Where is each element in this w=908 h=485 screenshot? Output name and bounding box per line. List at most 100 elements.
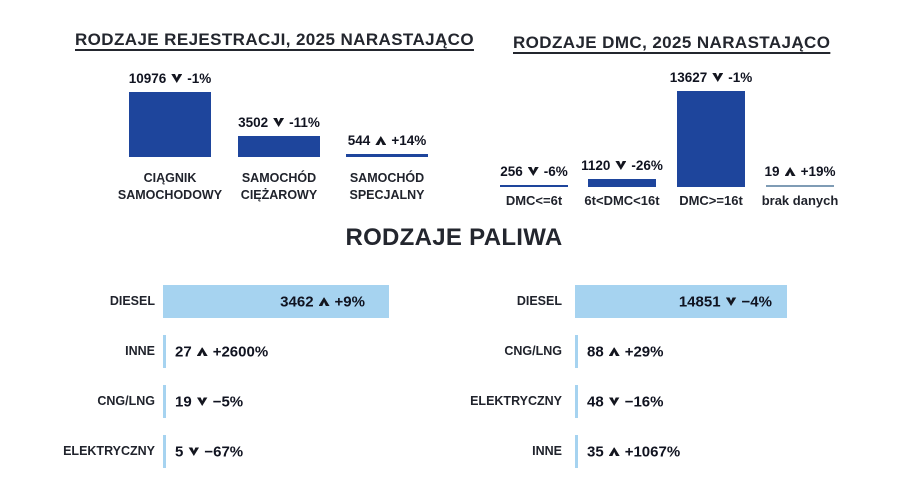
- bar-change: −16%: [624, 393, 664, 410]
- row-label: CNG/LNG: [97, 394, 155, 408]
- trend-arrow-icon: [318, 297, 330, 306]
- row-label: ELEKTRYCZNY: [63, 444, 155, 458]
- bar-value: 3502: [238, 115, 269, 130]
- bar-track: 5 −67%: [163, 435, 389, 468]
- dmc-column-no-data: 19 +19% brak danych: [752, 66, 848, 208]
- bar-change: -26%: [631, 158, 663, 173]
- dmc-column-6to16t: 1120 -26% 6t<DMC<16t: [574, 66, 670, 208]
- bar-value-label: 35 +1067%: [587, 443, 680, 460]
- registrations-column-ciezarowy: 3502 -11% SAMOCHÓD CIĘŻAROWY: [224, 66, 334, 204]
- bar-change: −4%: [741, 293, 772, 310]
- bar-track: 35 +1067%: [575, 435, 787, 468]
- bar-change: -1%: [728, 70, 753, 85]
- bar-track: 88 +29%: [575, 335, 787, 368]
- bar-change: +19%: [800, 164, 836, 179]
- row-label: INNE: [125, 344, 155, 358]
- bar-value: 19: [175, 393, 192, 410]
- bar-value-label: 3502 -11%: [238, 114, 320, 131]
- bar-track: 19 −5%: [163, 385, 389, 418]
- bar-value: 1120: [581, 158, 611, 173]
- trend-arrow-icon: [188, 447, 200, 456]
- bar-value-label: 544 +14%: [348, 132, 426, 149]
- trend-arrow-icon: [608, 447, 620, 456]
- fuel-right-row-elektryczny: ELEKTRYCZNY 48 −16%: [442, 385, 787, 418]
- bar-track: 14851 −4%: [575, 285, 787, 318]
- fuel-right-row-cnglng: CNG/LNG 88 +29%: [442, 335, 787, 368]
- trend-arrow-icon: [725, 297, 737, 306]
- bar-zone: 256 -6%: [486, 66, 582, 187]
- bar-value: 544: [347, 133, 371, 148]
- trend-arrow-icon: [196, 397, 208, 406]
- dmc-chart-title: RODZAJE DMC, 2025 NARASTAJĄCO: [513, 33, 831, 52]
- category-label: SAMOCHÓD CIĘŻAROWY: [240, 171, 318, 202]
- bar-zone: 19 +19%: [752, 66, 848, 187]
- bar-value: 256: [500, 164, 523, 179]
- category-label: SAMOCHÓD SPECJALNY: [349, 171, 425, 202]
- dmc-column-le6t: 256 -6% DMC<=6t: [486, 66, 582, 208]
- bar-value-label: 88 +29%: [587, 343, 663, 360]
- bar-change: -1%: [187, 71, 212, 86]
- bar-value-label: 48 −16%: [587, 393, 663, 410]
- bar-value: 19: [764, 164, 780, 179]
- bar-value-label: 10976 -1%: [129, 70, 212, 87]
- bar-value: 14851: [678, 293, 721, 310]
- bar-value-label: 14851 −4%: [679, 293, 772, 310]
- bar: [575, 285, 787, 318]
- fuel-left-row-cnglng: CNG/LNG 19 −5%: [35, 385, 389, 418]
- bar-change: −67%: [204, 443, 244, 460]
- bar-change: -6%: [543, 164, 568, 179]
- bar-value-label: 256 -6%: [500, 163, 568, 180]
- bar-change: -11%: [289, 115, 320, 130]
- fuel-right-row-diesel: DIESEL 14851 −4%: [442, 285, 787, 318]
- bar-value: 88: [587, 343, 604, 360]
- bar-zone: 544 +14%: [332, 66, 442, 157]
- bar: [575, 335, 578, 368]
- bar-value-label: 5 −67%: [175, 443, 243, 460]
- trend-arrow-icon: [171, 74, 183, 83]
- row-label: DIESEL: [109, 294, 155, 308]
- trend-arrow-icon: [615, 161, 627, 170]
- trend-arrow-icon: [527, 167, 539, 176]
- bar-change: +2600%: [212, 343, 269, 360]
- registrations-column-ciagnik: 10976 -1% CIĄGNIK SAMOCHODOWY: [115, 66, 225, 204]
- bar: [588, 179, 656, 187]
- bar-value-label: 19 −5%: [175, 393, 243, 410]
- category-label: brak danych: [761, 193, 839, 208]
- bar-value-label: 3462 +9%: [280, 293, 365, 310]
- bar: [575, 385, 578, 418]
- bar-change: +1067%: [624, 443, 681, 460]
- bar-value-label: 27 +2600%: [175, 343, 268, 360]
- bar: [163, 285, 389, 318]
- category-label: DMC>=16t: [679, 193, 743, 208]
- category-label: 6t<DMC<16t: [584, 193, 660, 208]
- bar-value-label: 13627 -1%: [670, 69, 753, 86]
- bar-value: 5: [175, 443, 184, 460]
- trend-arrow-icon: [784, 167, 796, 176]
- registrations-chart-title: RODZAJE REJESTRACJI, 2025 NARASTAJĄCO: [75, 30, 474, 49]
- category-label: DMC<=6t: [505, 193, 563, 208]
- bar-value: 3462: [280, 293, 314, 310]
- bar-track: 27 +2600%: [163, 335, 389, 368]
- bar-value: 35: [587, 443, 604, 460]
- bar-change: −5%: [212, 393, 244, 410]
- bar: [766, 185, 834, 187]
- bar: [677, 91, 745, 187]
- bar-zone: 1120 -26%: [574, 66, 670, 187]
- trend-arrow-icon: [608, 397, 620, 406]
- fuel-left-row-diesel: DIESEL 3462 +9%: [35, 285, 389, 318]
- row-label: DIESEL: [516, 294, 562, 308]
- bar-track: 3462 +9%: [163, 285, 389, 318]
- bar-change: +9%: [334, 293, 365, 310]
- fuel-left-row-inne: INNE 27 +2600%: [35, 335, 389, 368]
- fuel-section-title: RODZAJE PALIWA: [345, 224, 563, 251]
- bar-zone: 3502 -11%: [224, 66, 334, 157]
- bar: [163, 385, 166, 418]
- bar-value: 48: [587, 393, 604, 410]
- fuel-left-row-elektryczny: ELEKTRYCZNY 5 −67%: [35, 435, 389, 468]
- row-label: CNG/LNG: [504, 344, 562, 358]
- trend-arrow-icon: [273, 118, 285, 127]
- bar: [575, 435, 578, 468]
- bar-value: 13627: [669, 70, 708, 85]
- bar: [163, 335, 166, 368]
- bar-value: 10976: [128, 71, 167, 86]
